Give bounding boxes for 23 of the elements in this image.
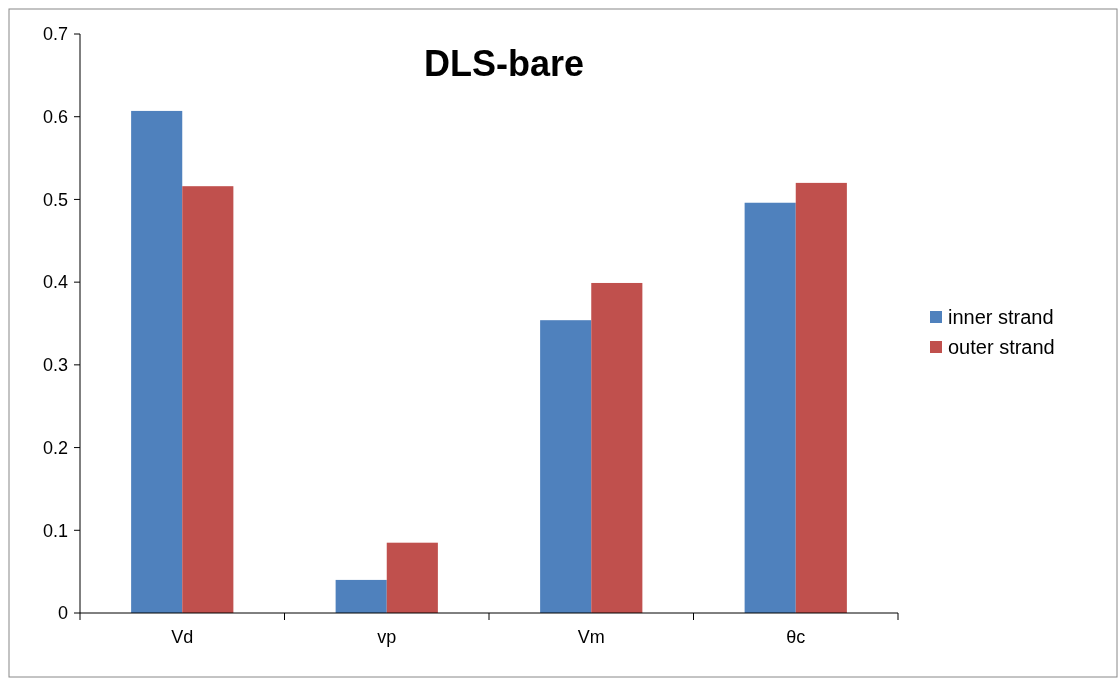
y-tick-label: 0.3: [42, 355, 68, 376]
x-tick-label: Vm: [577, 627, 605, 647]
bar: [131, 110, 183, 613]
y-tick-label: 0.2: [42, 437, 68, 458]
y-tick-label: 0.6: [42, 107, 68, 128]
y-tick-label: 0.4: [42, 272, 68, 293]
bar: [386, 542, 438, 613]
bar: [335, 579, 387, 613]
chart-title: DLS-bare: [423, 43, 585, 84]
x-tick-label: Vd: [171, 627, 194, 647]
y-tick-label: 0.7: [42, 24, 68, 45]
x-tick-label: vp: [377, 627, 397, 647]
legend-label: inner strand: [948, 306, 1054, 328]
x-tick-label: θc: [786, 627, 806, 647]
y-tick-label: 0.5: [42, 189, 68, 210]
y-tick-label: 0.1: [42, 520, 68, 541]
legend-label: outer strand: [948, 336, 1055, 358]
bar: [182, 186, 234, 613]
bar: [591, 282, 643, 613]
bar: [795, 182, 847, 613]
y-tick-label: 0: [57, 603, 68, 624]
bar: [744, 202, 796, 613]
bar: [540, 320, 592, 613]
